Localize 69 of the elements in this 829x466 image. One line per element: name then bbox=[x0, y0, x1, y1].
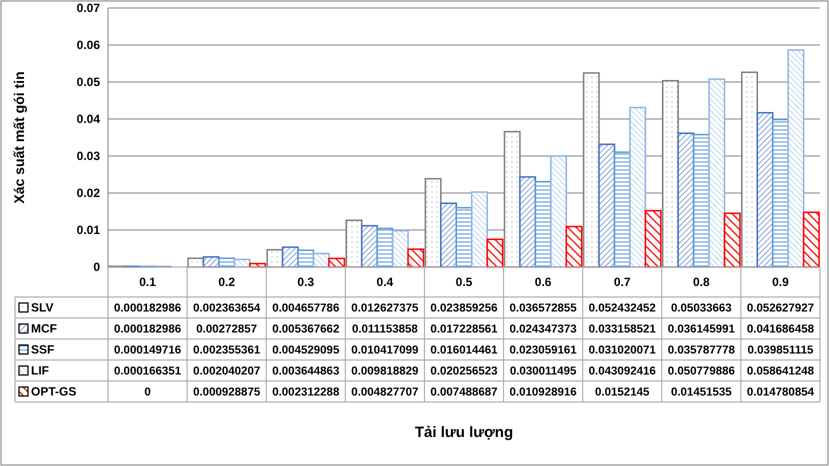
x-tick-label: 0.3 bbox=[297, 275, 314, 290]
legend-label: SSF bbox=[31, 342, 54, 357]
data-label: 0.0152145 bbox=[595, 386, 650, 399]
data-label: 0 bbox=[144, 386, 151, 399]
data-label: 0.039851115 bbox=[748, 344, 814, 357]
y-tick-label: 0.06 bbox=[76, 38, 100, 52]
data-label: 0.003644863 bbox=[272, 366, 340, 378]
data-label: 0.041686458 bbox=[746, 324, 815, 336]
y-tick-label: 0.03 bbox=[76, 149, 100, 164]
data-label: 0.012627375 bbox=[351, 302, 420, 315]
data-label: 0.01451535 bbox=[670, 386, 732, 399]
y-tick-label: 0.02 bbox=[76, 186, 100, 200]
data-label: 0.035787778 bbox=[668, 344, 736, 357]
data-label: 0.016014461 bbox=[430, 344, 498, 357]
data-label: 0.011153858 bbox=[352, 324, 418, 336]
legend-label: LIF bbox=[31, 364, 49, 378]
data-label: 0.004529095 bbox=[272, 344, 340, 357]
data-label: 0.000182986 bbox=[114, 324, 182, 336]
legend-label: SLV bbox=[31, 300, 54, 315]
data-label: 0.050779886 bbox=[668, 366, 735, 378]
data-label: 0.023059161 bbox=[510, 344, 578, 357]
data-label: 0.031020071 bbox=[588, 344, 656, 357]
legend-label: OPT-GS bbox=[31, 384, 76, 399]
x-tick-label: 0.8 bbox=[692, 275, 710, 290]
data-label: 0.014780854 bbox=[746, 386, 815, 399]
data-label: 0.004657786 bbox=[272, 302, 340, 315]
x-tick-label: 0.7 bbox=[614, 275, 631, 290]
y-tick-label: 0.05 bbox=[76, 75, 100, 90]
data-label: 0.002040207 bbox=[193, 366, 260, 378]
data-label: 0.043092416 bbox=[588, 366, 656, 378]
data-label: 0.036572855 bbox=[510, 302, 578, 315]
data-label: 0.00272857 bbox=[196, 324, 258, 336]
data-label: 0.000166351 bbox=[114, 366, 182, 378]
x-tick-label: 0.5 bbox=[456, 275, 473, 290]
legend-label: MCF bbox=[31, 322, 57, 336]
data-label: 0.002312288 bbox=[272, 386, 340, 399]
data-label: 0.002355361 bbox=[193, 344, 261, 357]
text: Tải lưu lượng bbox=[414, 424, 514, 441]
data-label: 0.002363654 bbox=[193, 302, 261, 315]
x-tick-label: 0.2 bbox=[218, 275, 236, 290]
data-label: 0.052627927 bbox=[746, 302, 814, 315]
data-label: 0.004827707 bbox=[351, 386, 418, 399]
y-axis-title: Xác suất mất gói tin bbox=[11, 71, 27, 204]
data-label: 0.000182986 bbox=[114, 302, 182, 315]
y-tick-label: 0.07 bbox=[76, 1, 100, 16]
data-label: 0.000149716 bbox=[114, 344, 182, 357]
data-label: 0.005367662 bbox=[272, 324, 340, 336]
x-tick-label: 0.6 bbox=[534, 275, 552, 290]
x-tick-label: 0.1 bbox=[139, 275, 156, 290]
y-tick-label: 0.01 bbox=[76, 223, 100, 238]
data-label: 0.036145991 bbox=[668, 324, 736, 336]
data-label: 0.052432452 bbox=[588, 302, 656, 315]
data-label: 0.009818829 bbox=[351, 366, 418, 378]
data-label: 0.024347373 bbox=[510, 324, 577, 336]
data-label: 0.000928875 bbox=[193, 386, 261, 399]
data-label: 0.020256523 bbox=[430, 366, 498, 378]
data-label: 0.010417099 bbox=[351, 344, 418, 357]
data-label: 0.030011495 bbox=[510, 366, 577, 378]
x-tick-label: 0.4 bbox=[376, 275, 394, 290]
data-label: 0.007488687 bbox=[430, 386, 498, 399]
x-tick-label: 0.9 bbox=[772, 275, 790, 290]
data-label: 0.058641248 bbox=[746, 366, 815, 378]
y-tick-label: 0.04 bbox=[76, 112, 100, 126]
y-tick-label: 0 bbox=[93, 260, 100, 274]
data-label: 0.023859256 bbox=[430, 302, 498, 315]
data-label: 0.017228561 bbox=[430, 324, 498, 336]
data-label: 0.010928916 bbox=[510, 386, 577, 399]
data-label: 0.05033663 bbox=[670, 302, 732, 315]
data-label: 0.033158521 bbox=[588, 324, 656, 336]
